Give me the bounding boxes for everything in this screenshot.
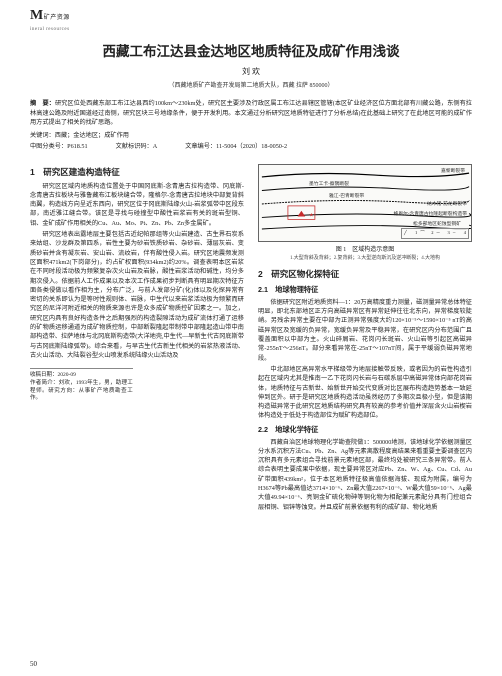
kw-label: 关键词： [30, 132, 55, 139]
p21b: 中北部地区高异常水平梯级带为地层接触带反映，或者因为的岩性构造引起在区域内尤其是… [258, 365, 472, 421]
legend-2: 2 [431, 230, 433, 237]
section-2-heading: 2 研究区物化探特征 [258, 268, 472, 281]
abstract-label: 摘 要： [30, 100, 55, 107]
fig-label-e: 格恩尔-念青唐古拉隆起断裂构造带 [393, 211, 467, 218]
legend-4: 4 [464, 230, 466, 237]
keywords: 关键词：西藏；金达地区；成矿作用 [30, 130, 472, 139]
p1a: 研究区区域内地质构造位置处于中国冈底斯-念青唐古拉构造带、冈底斯-念青唐古拉板块… [30, 182, 244, 228]
p21a: 依据研究区附近地质资料—1：20万高精度重力测量，磁测量异常总体特征明显，即北东… [258, 298, 472, 363]
figure-1-note: 1.大型背斜及背斜；2.复背斜；3.大型逆向斯沉及逆冲断裂；4.大地构 [258, 256, 472, 263]
journal-en: ineral resources [30, 27, 70, 32]
page-number: 50 [30, 660, 37, 668]
paper-title: 西藏工布江达县金达地区地质特征及成矿作用浅谈 [30, 40, 472, 60]
left-column: 1 研究区建造构造特征 研究区区域内地质构造位置处于中国冈底斯-念青唐古拉构造带… [30, 160, 244, 514]
p1b: 研究区地表出露地层主要包括古近纪帕那组等火山岩建造、古生界石炭系来姑组、沙龙群及… [30, 230, 244, 360]
figure-1-caption: 图 1 区域构造示意图 [258, 246, 472, 255]
artid-label: 文章编号： [185, 143, 216, 150]
recv-date: 2020-09 [58, 372, 76, 378]
abstract: 摘 要：研究区位处西藏东部工布江达县西约100km～230km处，研究区主要涉及… [30, 99, 472, 128]
affiliation: （西藏地质矿产勘查开发局第二地质大队，西藏 拉萨 850000） [30, 80, 472, 89]
right-column: ★ 嘉黎断裂带 墨竹工卡-察隅断裂 雅江-巴青断裂带 纳木错-前龙断裂带 格恩尔… [258, 160, 472, 514]
artid: 11-5004（2020）18-0050-2 [216, 143, 287, 150]
footnote: 收稿日期：2020-09 作者简介：刘欢，1993年生，男，助理工程师。研究方向… [30, 368, 133, 403]
classnum: P618.51 [67, 143, 87, 150]
recv-label: 收稿日期： [30, 372, 58, 378]
legend-1: 1 [415, 230, 417, 237]
section-2-1-heading: 2.1 地球物理特征 [258, 285, 472, 296]
fig-label-b: 墨竹工卡-察隅断裂 [309, 181, 349, 188]
fig-label-c: 雅江-巴青断裂带 [329, 193, 364, 200]
section-2-2-heading: 2.2 地球化学特征 [258, 425, 472, 436]
figure-legend: ╱1 ⌒2 ─3 ┄4 [401, 228, 469, 239]
section-1-heading: 1 研究区建造构造特征 [30, 166, 244, 179]
author: 刘 欢 [30, 66, 472, 77]
classnum-label: 中图分类号： [30, 143, 67, 150]
classification-row: 中图分类号：P618.51 文献标识码：A 文章编号：11-5004（2020）… [30, 141, 472, 150]
fig-label-d: 纳木错-前龙断裂带 [427, 201, 467, 208]
fig-star-label: ★ [309, 212, 314, 218]
doccode-label: 文献标识码： [116, 143, 153, 150]
fig-label-a: 嘉黎断裂带 [441, 168, 465, 175]
p22a: 西藏自治区地球物理化学勘查院做1：500000地测，该地球化学依据测量区分水系沉… [258, 438, 472, 512]
figure-1: ★ 嘉黎断裂带 墨竹工卡-察隅断裂 雅江-巴青断裂带 纳木错-前龙断裂带 格恩尔… [258, 164, 472, 242]
doccode: A [153, 143, 157, 150]
journal-initial: M [30, 8, 44, 23]
fig-label-r: 松多部地区蛇蚀型铜矿 [413, 221, 461, 228]
abstract-text: 研究区位处西藏东部工布江达县西约100km～230km处，研究区主要涉及行政区属… [30, 100, 472, 126]
journal-mark: M矿产资源 ineral resources [30, 8, 70, 32]
legend-3: 3 [448, 230, 450, 237]
footnote-author-label: 作者简介： [30, 380, 59, 386]
journal-cn: 矿产资源 [44, 15, 70, 21]
kw-text: 西藏；金达地区；成矿作用 [55, 132, 129, 139]
